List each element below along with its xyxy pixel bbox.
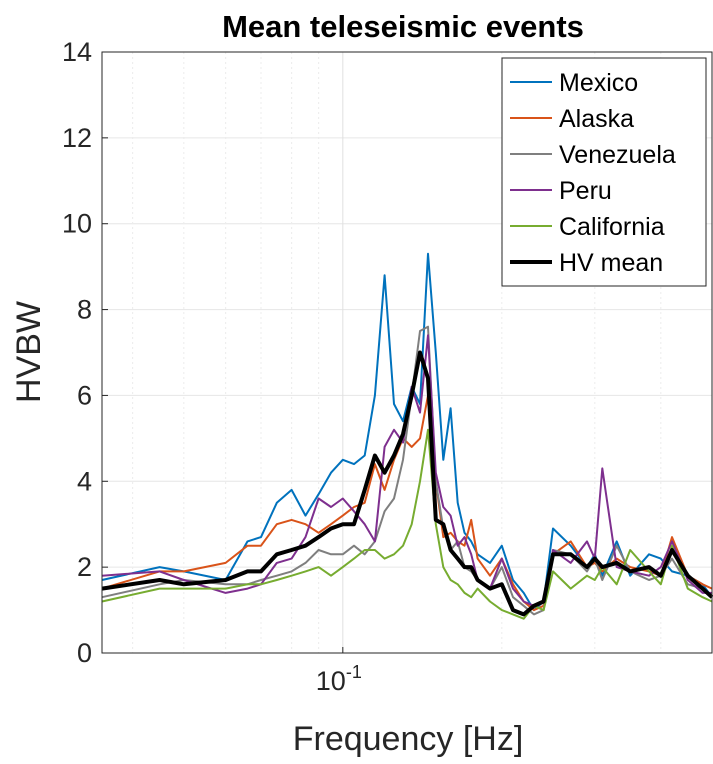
y-tick-label: 10 xyxy=(62,209,92,239)
legend-label-peru: Peru xyxy=(559,177,612,205)
legend-label-california: California xyxy=(559,213,665,241)
x-tick-label: 10-1 xyxy=(316,662,362,696)
series-line-hv-mean xyxy=(101,350,713,617)
legend-box xyxy=(501,57,707,287)
y-tick-label: 12 xyxy=(62,123,92,153)
y-tick-label: 2 xyxy=(77,552,92,582)
legend-label-hv-mean: HV mean xyxy=(559,249,663,277)
legend-label-alaska: Alaska xyxy=(559,105,634,133)
x-axis-label: Frequency [Hz] xyxy=(293,720,524,758)
y-tick-label: 8 xyxy=(77,295,92,325)
legend-label-venezuela: Venezuela xyxy=(559,141,676,169)
y-tick-label: 14 xyxy=(62,37,92,67)
y-tick-label: 0 xyxy=(77,638,92,668)
axes-box xyxy=(101,51,713,654)
y-tick-label: 6 xyxy=(77,380,92,410)
series-line-peru xyxy=(101,334,712,607)
ticks: 0 2 4 6 8 10 12 14 10-1 xyxy=(62,37,362,696)
y-tick-label: 4 xyxy=(77,466,92,496)
y-axis-label: HVBW xyxy=(10,301,48,403)
legend-label-mexico: Mexico xyxy=(559,69,638,97)
plot-lines xyxy=(101,252,713,620)
chart-title: Mean teleseismic events xyxy=(222,9,584,44)
legend: Mexico Alaska Venezuela Peru California HV me… xyxy=(501,57,707,287)
series-line-california xyxy=(101,428,713,620)
